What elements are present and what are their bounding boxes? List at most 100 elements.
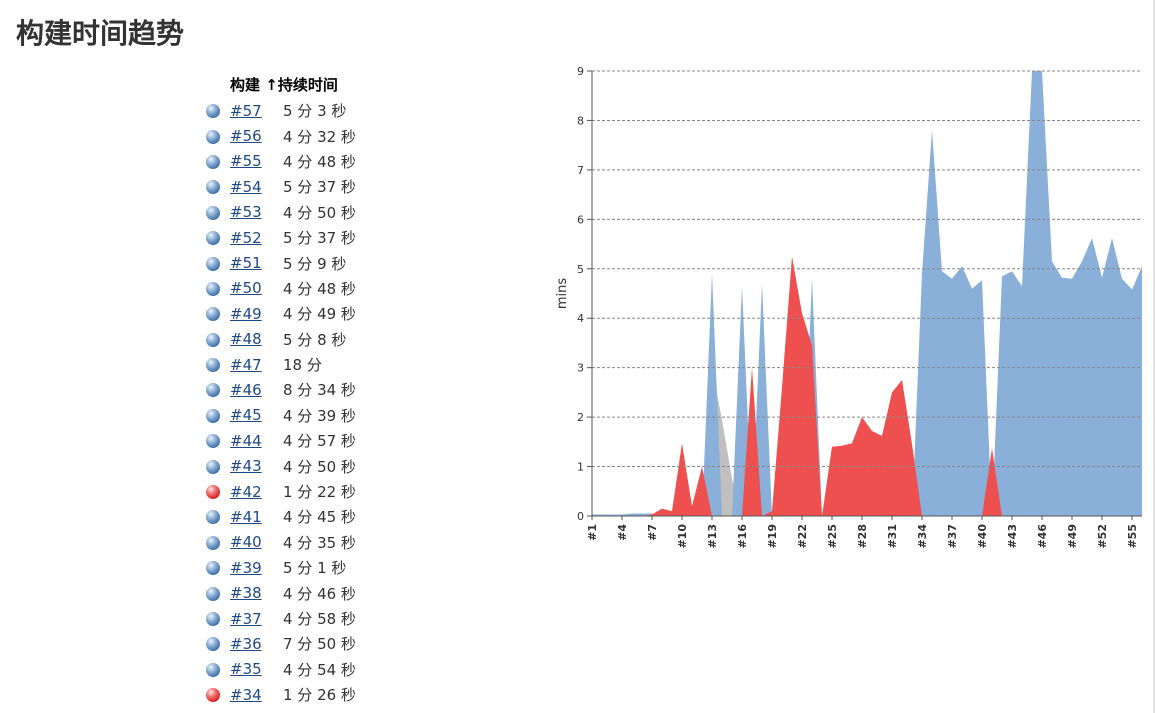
build-link[interactable]: #39	[230, 558, 262, 577]
build-cell: #57	[230, 98, 283, 123]
build-link[interactable]: #36	[230, 634, 262, 653]
status-ball-icon	[206, 180, 220, 195]
build-link[interactable]: #51	[230, 254, 262, 273]
status-ball-icon	[206, 662, 220, 677]
build-link[interactable]: #50	[230, 279, 262, 298]
status-cell	[206, 606, 230, 631]
status-cell	[206, 580, 230, 605]
build-link[interactable]: #57	[230, 101, 262, 120]
build-time-table: 构建 ↑持续时间 #57 5 分 3 秒 #56 4 分 32 秒 #55 4 分 48 …	[206, 73, 356, 707]
status-cell	[206, 327, 230, 352]
table-row: #35 4 分 54 秒	[206, 657, 356, 682]
status-cell	[206, 555, 230, 580]
build-cell: #37	[230, 606, 283, 631]
table-row: #48 5 分 8 秒	[206, 327, 356, 352]
duration-cell: 4 分 58 秒	[283, 610, 356, 628]
duration-cell: 1 分 26 秒	[283, 686, 356, 705]
build-cell: #34	[230, 682, 283, 707]
build-link[interactable]: #52	[230, 228, 262, 247]
table-row: #47 18 分	[206, 352, 356, 377]
build-cell: #40	[230, 530, 283, 555]
build-link[interactable]: #37	[230, 609, 262, 628]
build-link[interactable]: #47	[230, 355, 262, 374]
table-row: #41 4 分 45 秒	[206, 504, 356, 529]
build-link[interactable]: #56	[230, 127, 262, 146]
duration-cell: 5 分 8 秒	[283, 330, 347, 349]
build-header-label[interactable]: 构建	[230, 75, 261, 94]
status-cell	[206, 657, 230, 682]
duration-header-label[interactable]: 持续时间	[277, 75, 338, 94]
y-tick-label: 3	[577, 362, 584, 375]
build-cell: #44	[230, 428, 283, 453]
status-ball-icon	[206, 408, 220, 423]
y-tick-label: 9	[577, 65, 584, 78]
status-ball-icon	[206, 637, 220, 652]
build-link[interactable]: #44	[230, 431, 262, 450]
build-link[interactable]: #53	[230, 203, 262, 222]
duration-cell: 8 分 34 秒	[283, 381, 356, 400]
table-row: #57 5 分 3 秒	[206, 98, 356, 123]
x-tick-label: #13	[706, 524, 719, 549]
build-cell: #48	[230, 327, 283, 352]
y-tick-label: 8	[577, 114, 584, 127]
status-ball-icon	[206, 612, 220, 626]
status-cell	[206, 301, 230, 326]
build-link[interactable]: #34	[230, 685, 262, 704]
x-tick-label: #37	[946, 524, 959, 549]
duration-cell: 7 分 50 秒	[283, 635, 356, 654]
x-tick-label: #34	[916, 524, 929, 549]
build-link[interactable]: #38	[230, 584, 262, 603]
status-cell	[206, 428, 230, 453]
duration-cell: 5 分 3 秒	[283, 102, 347, 121]
build-column-header[interactable]: 构建 ↑持续时间	[230, 73, 356, 98]
status-cell	[206, 276, 230, 301]
duration-cell: 5 分 9 秒	[283, 254, 347, 273]
x-tick-label: #1	[586, 524, 599, 541]
table-row: #54 5 分 37 秒	[206, 174, 356, 199]
y-tick-label: 7	[577, 164, 584, 177]
table-row: #34 1 分 26 秒	[206, 682, 356, 707]
status-ball-icon	[206, 510, 220, 525]
duration-cell: 4 分 49 秒	[283, 305, 356, 324]
status-cell	[206, 504, 230, 529]
duration-cell: 18 分	[283, 356, 322, 375]
build-link[interactable]: #35	[230, 660, 262, 679]
build-link[interactable]: #42	[230, 482, 262, 501]
build-cell: #53	[230, 200, 283, 225]
status-ball-icon	[206, 561, 220, 576]
x-tick-label: #25	[826, 524, 839, 549]
build-link[interactable]: #45	[230, 406, 262, 425]
build-link[interactable]: #55	[230, 152, 262, 171]
build-link[interactable]: #43	[230, 457, 262, 476]
build-link[interactable]: #48	[230, 330, 262, 349]
status-cell	[206, 403, 230, 428]
y-tick-label: 4	[577, 312, 584, 325]
status-ball-icon	[206, 358, 220, 373]
table-row: #38 4 分 46 秒	[206, 580, 356, 605]
sort-arrow-icon[interactable]: ↑	[265, 75, 278, 94]
build-cell: #47	[230, 352, 283, 377]
build-cell: #39	[230, 555, 283, 580]
x-tick-label: #52	[1096, 524, 1109, 549]
table-row: #37 4 分 58 秒	[206, 606, 356, 631]
status-cell	[206, 479, 230, 504]
status-cell	[206, 98, 230, 123]
table-row: #42 1 分 22 秒	[206, 479, 356, 504]
table-row: #56 4 分 32 秒	[206, 123, 356, 148]
table-row: #43 4 分 50 秒	[206, 453, 356, 478]
table-row: #40 4 分 35 秒	[206, 530, 356, 555]
duration-cell: 4 分 50 秒	[283, 457, 356, 476]
status-cell	[206, 149, 230, 174]
build-link[interactable]: #46	[230, 380, 262, 399]
build-link[interactable]: #40	[230, 533, 262, 552]
duration-cell: 4 分 48 秒	[283, 279, 356, 298]
x-tick-label: #22	[796, 524, 809, 549]
build-link[interactable]: #41	[230, 507, 262, 526]
status-ball-icon	[206, 205, 220, 220]
build-link[interactable]: #54	[230, 177, 262, 196]
y-tick-label: 5	[577, 263, 584, 276]
table-row: #36 7 分 50 秒	[206, 631, 356, 656]
build-cell: #41	[230, 504, 283, 529]
series-area-aborted	[592, 367, 1142, 516]
build-link[interactable]: #49	[230, 304, 262, 323]
